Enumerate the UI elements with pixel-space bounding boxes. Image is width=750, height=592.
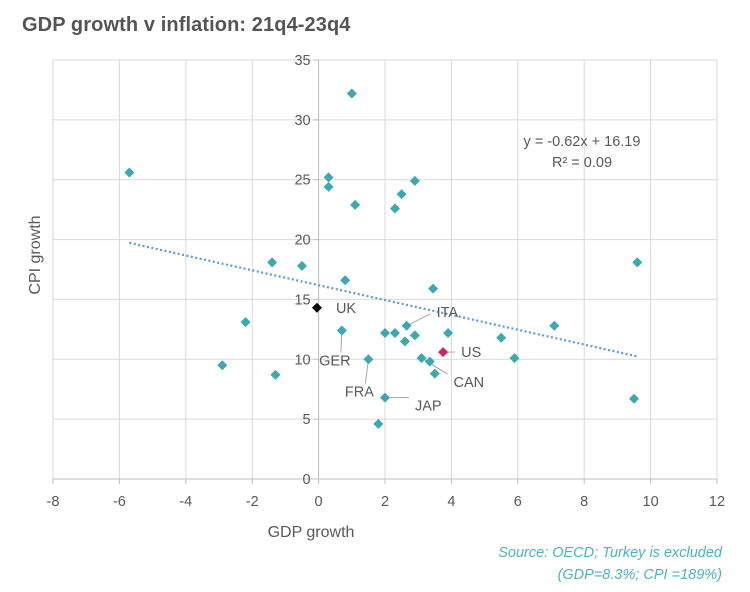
data-point xyxy=(549,320,560,331)
data-point xyxy=(401,320,412,331)
trendline xyxy=(129,241,638,358)
data-point xyxy=(389,327,400,338)
data-point xyxy=(416,353,427,364)
data-point xyxy=(270,369,281,380)
x-tick-label: 10 xyxy=(643,494,659,510)
country-label-jap: JAP xyxy=(415,399,442,415)
data-point xyxy=(380,392,390,403)
x-axis-title: GDP growth xyxy=(268,524,355,541)
x-tick-label: 6 xyxy=(514,494,522,510)
data-point xyxy=(297,260,307,271)
y-tick-label: 35 xyxy=(294,53,310,69)
data-point xyxy=(428,283,439,294)
y-axis-title: CPI growth xyxy=(27,215,44,294)
data-point xyxy=(629,393,639,404)
y-tick-label: 25 xyxy=(294,173,310,189)
data-point xyxy=(217,360,228,371)
x-tick-label: 8 xyxy=(580,494,588,510)
data-point xyxy=(409,330,420,341)
data-point xyxy=(363,354,374,365)
y-tick-label: 0 xyxy=(303,472,311,488)
x-tick-label: 12 xyxy=(709,494,725,510)
source-note: Source: OECD; Turkey is excluded xyxy=(498,545,722,561)
data-point xyxy=(380,327,390,338)
country-label-ger: GER xyxy=(319,354,350,370)
r-squared-label: R² = 0.09 xyxy=(552,155,612,171)
x-tick-label: 4 xyxy=(447,494,455,510)
y-tick-label: 15 xyxy=(294,292,310,308)
data-point xyxy=(124,167,135,178)
data-point xyxy=(632,257,643,268)
data-point xyxy=(424,356,435,367)
data-point xyxy=(409,175,420,186)
data-point xyxy=(373,418,384,429)
x-tick-label: -8 xyxy=(47,494,60,510)
y-tick-label: 30 xyxy=(294,113,310,129)
uk-data-point xyxy=(311,302,322,313)
country-label-uk: UK xyxy=(336,301,356,317)
data-point xyxy=(350,199,361,210)
x-tick-label: -6 xyxy=(113,494,126,510)
x-tick-label: -2 xyxy=(246,494,259,510)
data-point xyxy=(346,88,357,99)
country-label-ita: ITA xyxy=(437,305,459,321)
data-point xyxy=(323,172,334,183)
data-point xyxy=(323,181,334,192)
x-tick-label: -4 xyxy=(179,494,192,510)
country-label-can: CAN xyxy=(454,375,485,391)
trendline-equation: y = -0.62x + 16.19 xyxy=(524,134,641,150)
data-point xyxy=(509,353,520,364)
data-point xyxy=(496,332,507,343)
label-leader-line xyxy=(406,313,431,327)
y-tick-label: 5 xyxy=(303,412,311,428)
data-point xyxy=(443,327,454,338)
x-tick-label: 2 xyxy=(381,494,389,510)
data-point xyxy=(429,368,440,379)
data-point xyxy=(336,325,347,336)
data-point xyxy=(267,257,278,268)
data-point xyxy=(399,336,410,347)
chart-title: GDP growth v inflation: 21q4-23q4 xyxy=(22,14,351,36)
y-tick-label: 10 xyxy=(294,352,310,368)
us-data-point xyxy=(438,347,449,358)
country-label-fra: FRA xyxy=(345,384,374,400)
source-note-detail: (GDP=8.3%; CPI =189%) xyxy=(557,567,722,583)
data-point xyxy=(240,317,251,328)
data-point xyxy=(389,203,400,214)
data-point xyxy=(340,275,351,286)
x-tick-label: 0 xyxy=(315,494,323,510)
country-label-us: US xyxy=(461,345,481,361)
data-point xyxy=(396,189,407,200)
y-tick-label: 20 xyxy=(294,233,310,249)
